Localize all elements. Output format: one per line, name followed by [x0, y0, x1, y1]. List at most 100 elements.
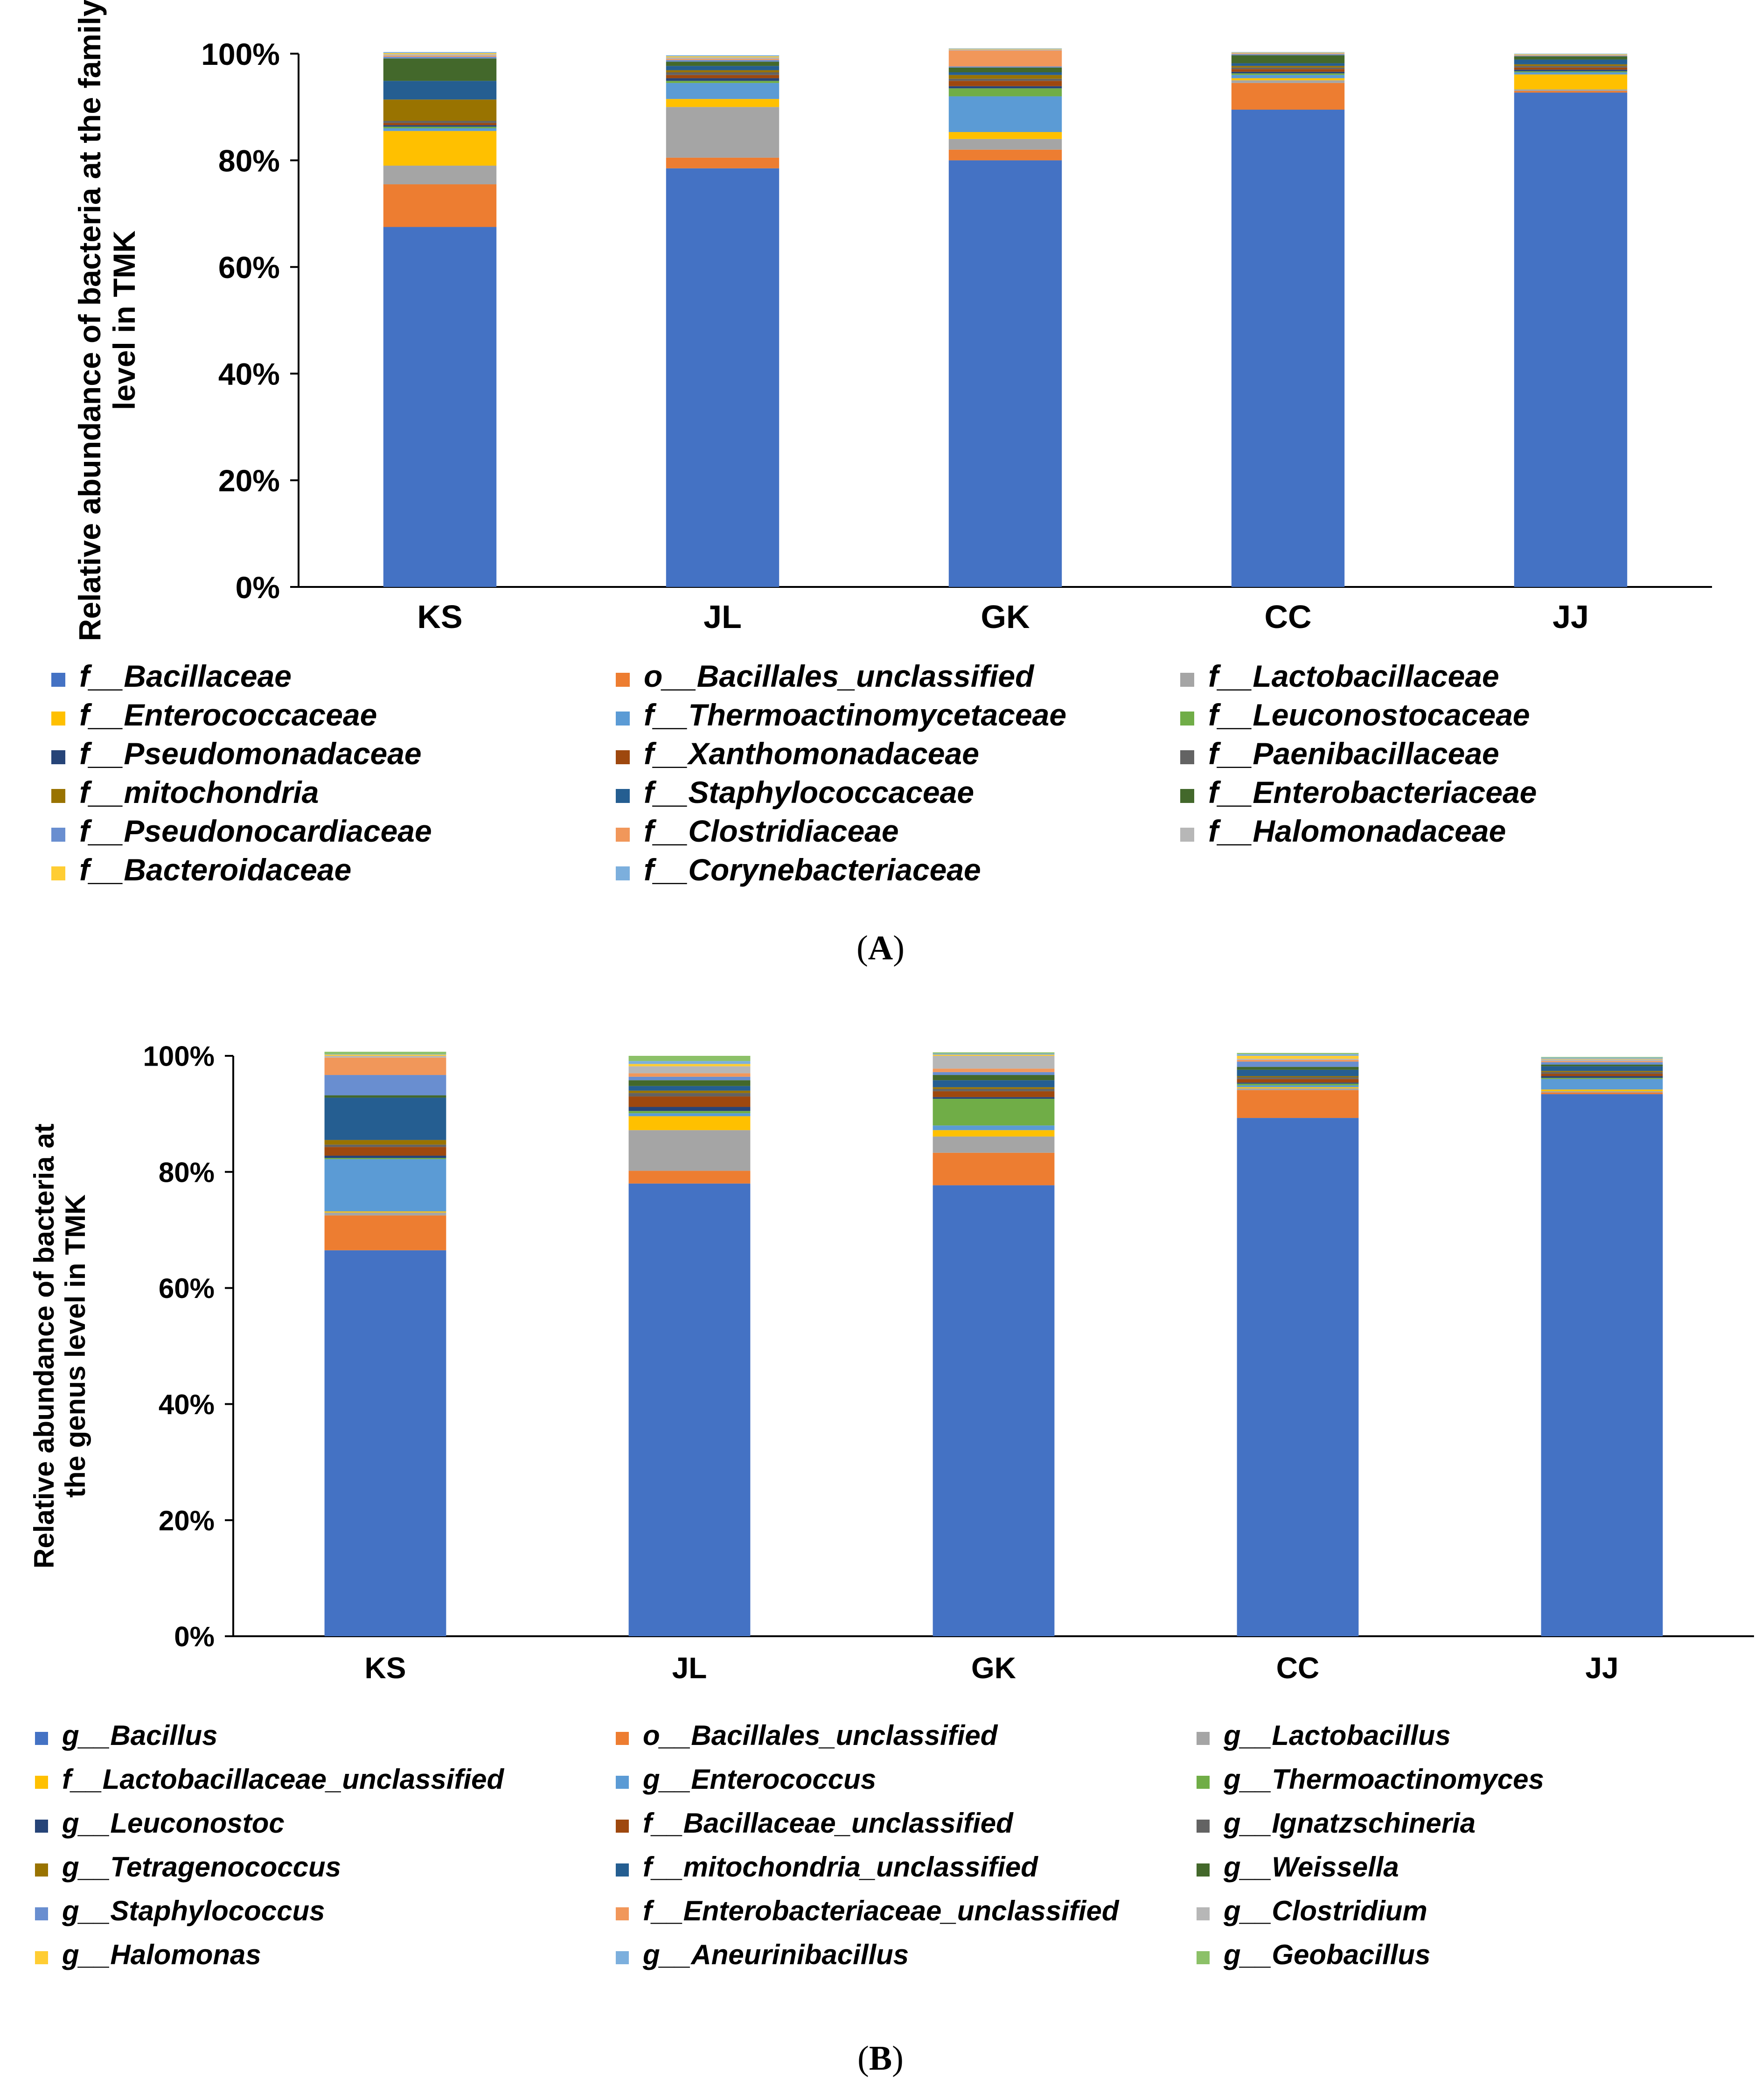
bar-segment-gk-f-lactobacillaceae-unclassified — [933, 1130, 1055, 1137]
bar-segment-ks-f-lactobacillaceae-unclassified — [324, 1211, 446, 1213]
legend-label: f__Bacteroidaceae — [79, 852, 351, 887]
legend-swatch — [616, 1732, 629, 1745]
bar-segment-cc-f-halomonadaceae — [1231, 53, 1345, 54]
bar-segment-cc-f-lactobacillaceae-unclassified — [1237, 1087, 1359, 1088]
legend-swatch — [1180, 789, 1194, 803]
legend-label: o__Bacillales_unclassified — [643, 1720, 998, 1751]
legend-swatch — [35, 1732, 48, 1745]
bar-segment-cc-g-tetragenococcus — [1237, 1076, 1359, 1078]
bar-segment-cc-f-pseudonocardiaceae — [1231, 54, 1345, 56]
bar-segment-cc-g-geobacillus — [1237, 1053, 1359, 1054]
bar-segment-jj-g-weissella — [1541, 1064, 1663, 1067]
bar-segment-ks-g-bacillus — [324, 1250, 446, 1636]
bar-segment-jl-f-staphylococcaceae — [666, 66, 780, 70]
bar-segment-jl-f-corynebacteriaceae — [666, 55, 780, 56]
bar-segment-gk-f-xanthomonadaceae — [948, 81, 1062, 86]
bar-segment-gk-f-paenibacillaceae — [948, 78, 1062, 81]
bar-segment-jl-f-thermoactinomycetaceae — [666, 83, 780, 99]
bar-segment-jj-g-staphylococcus — [1541, 1062, 1663, 1065]
bar-segment-jl-f-lactobacillaceae-unclassified — [628, 1116, 751, 1130]
bar-segment-cc-g-clostridium — [1237, 1059, 1359, 1060]
bar-segment-ks-f-clostridiaceae — [383, 56, 497, 57]
legend-swatch — [35, 1863, 48, 1877]
bar-segment-cc-o-bacillales-unclassified — [1231, 83, 1345, 110]
bar-segment-ks-g-halomonas — [324, 1054, 446, 1056]
bar-segment-jj-f-pseudomonadaceae — [1514, 70, 1628, 71]
bar-segment-ks-g-tetragenococcus — [324, 1140, 446, 1145]
bar-segment-ks-f-leuconostocaceae — [383, 126, 497, 129]
bar-segment-gk-f-enterobacteriaceae-unclassified — [933, 1068, 1055, 1072]
bar-segment-jl-f-halomonadaceae — [666, 57, 780, 59]
bar-segment-jj-o-bacillales-unclassified — [1514, 91, 1628, 93]
y-tick-label: 100% — [201, 37, 280, 71]
bar-segment-cc-g-aneurinibacillus — [1237, 1054, 1359, 1056]
bar-segment-jl-f-mitochondria — [666, 70, 780, 73]
bar-segment-cc-f-paenibacillaceae — [1231, 67, 1345, 70]
bar-segment-gk-f-bacillaceae-unclassified — [933, 1091, 1055, 1097]
bar-segment-jj-f-bacillaceae — [1514, 92, 1628, 587]
legend-swatch — [35, 1951, 48, 1964]
bar-segment-cc-g-thermoactinomyces — [1237, 1083, 1359, 1086]
legend-swatch — [616, 1863, 629, 1877]
x-category-label: KS — [365, 1651, 406, 1685]
bar-segment-gk-g-tetragenococcus — [933, 1087, 1055, 1089]
bar-segment-ks-g-thermoactinomyces — [324, 1158, 446, 1159]
bar-segment-cc-g-bacillus — [1237, 1118, 1359, 1636]
bar-segment-gk-f-enterococcaceae — [948, 132, 1062, 139]
bar-segment-jj-f-mitochondria — [1514, 64, 1628, 66]
panel-a: Relative abundance of bacteria at the fa… — [0, 0, 1761, 989]
y-tick-label: 0% — [174, 1621, 215, 1653]
bar-segment-gk-g-staphylococcus — [933, 1072, 1055, 1075]
bar-segment-gk-f-bacillaceae — [948, 160, 1062, 587]
bar-segment-jl-g-clostridium — [628, 1066, 751, 1074]
legend-label: f__Enterococcaceae — [79, 698, 377, 732]
x-category-label: JL — [703, 599, 742, 635]
bar-segment-cc-f-bacillaceae-unclassified — [1237, 1079, 1359, 1083]
bar-segment-ks-g-leuconostoc — [324, 1155, 446, 1158]
bar-segment-jl-f-bacillaceae-unclassified — [628, 1096, 751, 1107]
legend-swatch — [1180, 712, 1194, 726]
legend-swatch — [1197, 1820, 1210, 1833]
bar-segment-cc-g-enterococcus — [1237, 1085, 1359, 1088]
bar-segment-cc-f-lactobacillaceae — [1231, 80, 1345, 83]
bar-segment-ks-f-corynebacteriaceae — [383, 52, 497, 53]
bar-segment-gk-f-mitochondria — [948, 75, 1062, 79]
legend-swatch — [616, 750, 630, 764]
legend-swatch — [616, 1951, 629, 1964]
y-axis-title: Relative abundance of bacteria atthe gen… — [28, 1123, 91, 1569]
legend-swatch — [51, 789, 65, 803]
x-category-label: JJ — [1552, 599, 1589, 635]
bar-segment-ks-f-xanthomonadaceae — [383, 123, 497, 126]
legend-label: f__Enterobacteriaceae — [1208, 775, 1537, 809]
bar-segment-cc-f-staphylococcaceae — [1231, 63, 1345, 66]
bar-segment-gk-f-lactobacillaceae — [948, 139, 1062, 150]
bar-segment-ks-f-thermoactinomycetaceae — [383, 128, 497, 131]
legend-label: f__Leuconostocaceae — [1208, 698, 1530, 732]
legend-label: f__Halomonadaceae — [1208, 814, 1506, 848]
panel-b-caption: (B) — [857, 2039, 904, 2078]
x-category-label: CC — [1264, 599, 1311, 635]
bar-segment-jj-g-thermoactinomyces — [1541, 1078, 1663, 1079]
legend-swatch — [1180, 673, 1194, 687]
bar-segment-jl-g-aneurinibacillus — [628, 1061, 751, 1064]
legend-label: g__Bacillus — [62, 1720, 218, 1751]
legend-label: f__Pseudonocardiaceae — [79, 814, 432, 848]
legend-swatch — [1197, 1863, 1210, 1877]
bar-segment-jj-g-enterococcus — [1541, 1079, 1663, 1090]
bar-segment-jj-f-thermoactinomycetaceae — [1514, 72, 1628, 75]
bar-segment-jl-f-lactobacillaceae — [666, 107, 780, 158]
bar-segment-jj-f-lactobacillaceae-unclassified — [1541, 1089, 1663, 1091]
legend-swatch — [1197, 1732, 1210, 1745]
bar-segment-ks-f-enterobacteriaceae-unclassified — [324, 1057, 446, 1075]
bar-segment-jj-g-aneurinibacillus — [1541, 1057, 1663, 1059]
y-tick-label: 0% — [236, 570, 280, 605]
y-tick-label: 40% — [159, 1389, 215, 1420]
y-axis-title-line: level in TMK — [107, 230, 141, 410]
bar-segment-jl-f-pseudonocardiaceae — [666, 60, 780, 62]
bar-segment-gk-f-pseudonocardiaceae — [948, 66, 1062, 68]
bar-segment-jl-g-halomonas — [628, 1064, 751, 1067]
bar-segment-ks-f-mitochondria-unclassified — [324, 1097, 446, 1140]
bar-segment-jl-f-clostridiaceae — [666, 59, 780, 60]
bar-segment-ks-f-bacteroidaceae — [383, 53, 497, 55]
y-tick-label: 20% — [218, 463, 280, 498]
